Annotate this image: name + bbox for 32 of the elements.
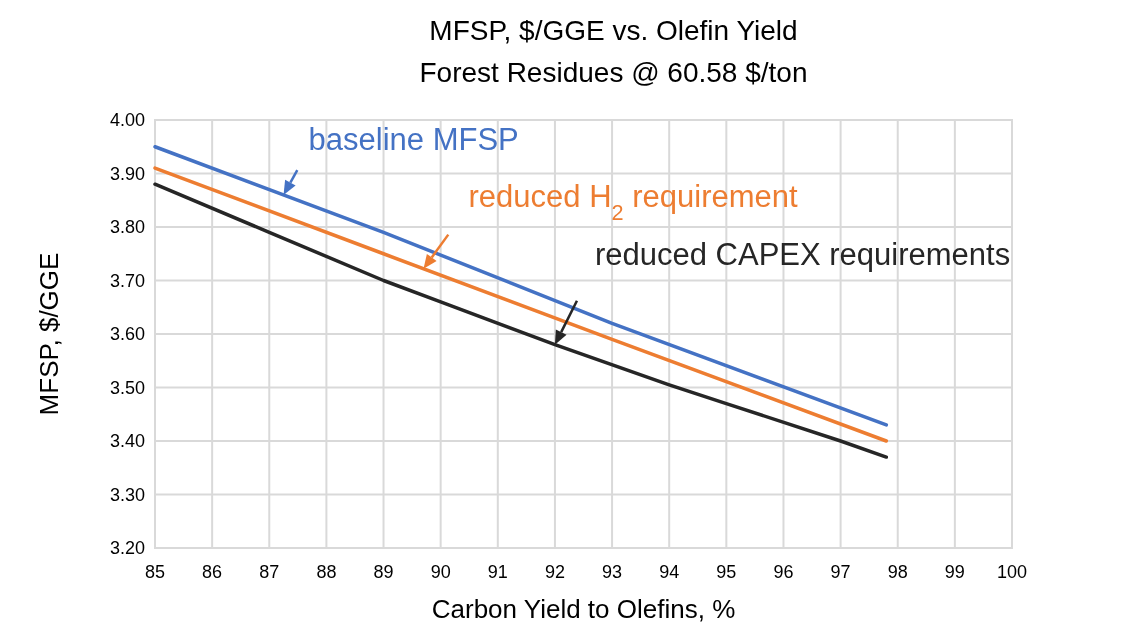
y-tick-label: 3.70 [109,270,145,291]
y-tick-label: 3.40 [109,431,145,452]
x-tick-label: 90 [430,562,451,582]
y-tick-label: 3.90 [109,163,145,184]
y-axis-title: MFSP, $/GGE [34,252,64,416]
x-tick-label: 91 [487,562,508,582]
x-tick-label: 86 [202,562,223,582]
x-tick-label: 92 [544,562,565,582]
x-tick-label: 96 [773,562,794,582]
annotation: baseline MFSP [308,121,519,157]
x-tick-label: 88 [316,562,337,582]
y-tick-label: 3.80 [109,217,145,238]
annotation: reduced CAPEX requirements [594,236,1011,272]
chart-title: MFSP, $/GGE vs. Olefin Yield [429,15,798,46]
y-tick-label: 4.00 [109,110,145,131]
y-tick-label: 3.20 [109,538,145,559]
x-tick-label: 99 [944,562,965,582]
x-tick-label: 100 [996,562,1028,582]
chart-subtitle: Forest Residues @ 60.58 $/ton [419,57,808,88]
y-tick-label: 3.30 [109,484,145,505]
x-tick-label: 85 [144,562,166,582]
x-tick-label: 94 [659,562,680,582]
x-tick-label: 95 [716,562,737,582]
y-tick-label: 3.60 [109,324,145,345]
x-tick-label: 87 [259,562,280,582]
y-tick-label: 3.50 [109,377,145,398]
x-tick-label: 89 [373,562,394,582]
x-tick-label: 97 [830,562,851,582]
x-tick-label: 93 [602,562,623,582]
x-axis-title: Carbon Yield to Olefins, % [431,594,736,624]
annotation: reduced H$_{2}$ requirement [468,178,799,225]
x-tick-label: 98 [887,562,908,582]
